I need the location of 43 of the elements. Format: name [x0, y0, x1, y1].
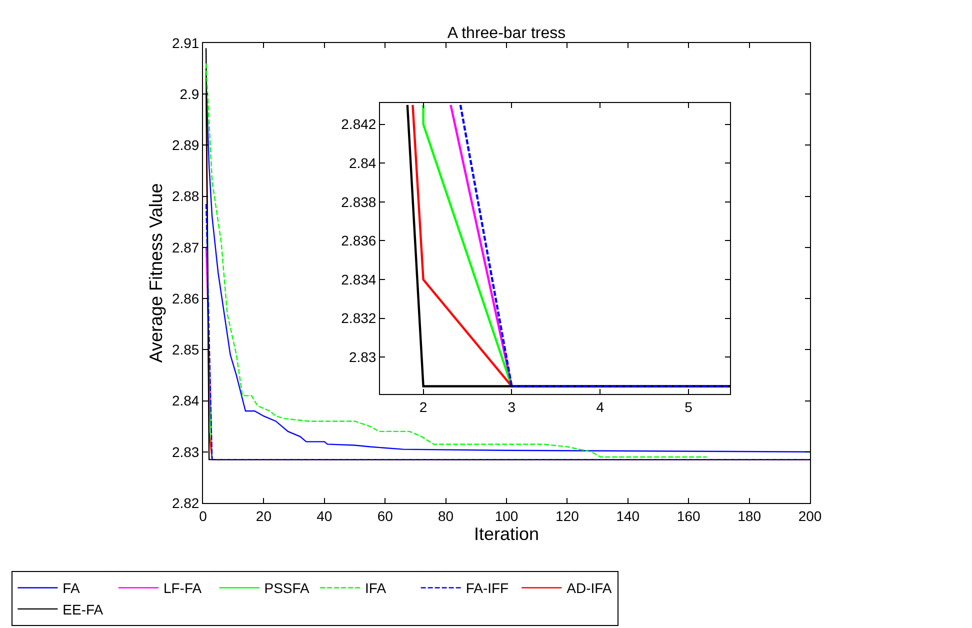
x-tick-label: 0 [199, 508, 208, 524]
legend-label: PSSFA [264, 580, 310, 596]
y-tick-label: 2.83 [348, 349, 376, 366]
y-tick-label: 2.836 [341, 232, 376, 249]
chart-title: A three-bar tress [447, 25, 566, 42]
x-tick-label: 5 [684, 398, 693, 415]
y-axis-title: Average Fitness Value [146, 183, 166, 363]
x-tick-label: 140 [616, 508, 640, 524]
x-tick-label: 160 [676, 508, 700, 524]
x-tick-label: 100 [494, 508, 518, 524]
x-tick-label: 180 [738, 508, 762, 524]
y-tick-label: 2.83 [172, 444, 200, 460]
y-tick-label: 2.9 [180, 86, 200, 102]
legend-label: FA-IFF [466, 580, 509, 596]
legend-label: AD-IFA [566, 580, 612, 596]
y-tick-label: 2.84 [348, 155, 376, 172]
y-tick-label: 2.84 [172, 392, 200, 409]
x-tick-label: 60 [377, 508, 394, 524]
legend-label: FA [62, 580, 80, 596]
legend-label: IFA [365, 580, 387, 596]
x-tick-label: 4 [596, 398, 604, 415]
y-tick-label: 2.87 [172, 239, 200, 256]
y-tick-label: 2.91 [172, 34, 200, 51]
x-tick-label: 120 [556, 508, 580, 524]
x-tick-label: 2 [419, 398, 428, 415]
y-tick-label: 2.834 [341, 271, 376, 288]
x-tick-label: 3 [508, 398, 516, 415]
line-series [205, 62, 708, 458]
y-tick-label: 2.82 [172, 494, 200, 511]
legend-label: LF-FA [163, 580, 202, 596]
x-tick-label: 20 [256, 508, 272, 524]
x-tick-label: 80 [438, 508, 454, 524]
y-tick-label: 2.838 [341, 194, 376, 210]
y-tick-label: 2.86 [172, 290, 200, 306]
x-tick-label: 40 [316, 508, 332, 524]
y-tick-label: 2.832 [341, 310, 376, 326]
x-axis-title: Iteration [474, 524, 540, 544]
y-tick-label: 2.89 [172, 137, 200, 154]
x-tick-label: 200 [798, 508, 822, 524]
y-tick-label: 2.85 [172, 342, 200, 358]
y-tick-label: 2.842 [341, 116, 376, 132]
legend-label: EE-FA [62, 601, 104, 618]
y-tick-label: 2.88 [172, 188, 200, 204]
